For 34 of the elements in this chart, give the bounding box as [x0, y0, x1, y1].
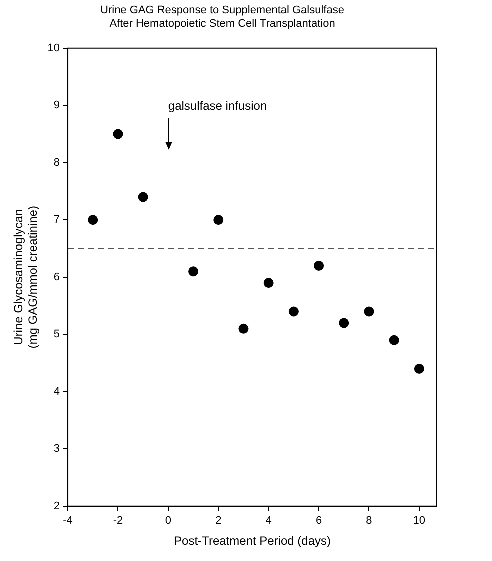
- point: [264, 278, 274, 288]
- x-tick-label: -4: [63, 515, 73, 528]
- y-tick-label: 7: [54, 214, 60, 226]
- y-tick-label: 6: [54, 271, 60, 284]
- x-tick-label: 8: [366, 515, 372, 528]
- point: [138, 192, 148, 202]
- point: [414, 364, 424, 374]
- point: [188, 266, 199, 277]
- y-tick-label: 10: [48, 42, 60, 54]
- point: [238, 324, 249, 334]
- y-axis-title: Urine Glycosaminoglycan (mg GAG/mmol creatinine): [12, 206, 40, 349]
- point: [88, 215, 98, 226]
- x-tick-label: 0: [165, 515, 172, 528]
- x-tick-label: 4: [266, 515, 272, 528]
- point: [288, 306, 299, 317]
- y-tick-label: 5: [54, 328, 60, 341]
- point: [214, 215, 224, 226]
- x-tick-label: 6: [316, 515, 322, 528]
- y-tick-label: 3: [54, 443, 60, 456]
- point: [113, 129, 124, 140]
- point: [339, 318, 350, 328]
- y-tick-label: 9: [54, 100, 60, 112]
- point: [314, 260, 324, 271]
- chart-title: Urine GAG Response to Supplemental Galsulfase After Hematopoietic Stem Cell Transplantation: [100, 4, 344, 30]
- point: [364, 306, 374, 317]
- y-tick-label: 2: [54, 500, 60, 512]
- x-tick-label: 10: [413, 515, 426, 528]
- y-tick-label: 8: [54, 156, 60, 169]
- x-tick-label: -2: [113, 515, 124, 528]
- x-tick-label: 2: [216, 515, 222, 528]
- point: [389, 335, 400, 346]
- y-tick-label: 4: [54, 386, 60, 398]
- annotation: galsulfase infusion: [168, 99, 268, 114]
- x-axis-title: Post-Treatment Period (days): [174, 534, 331, 548]
